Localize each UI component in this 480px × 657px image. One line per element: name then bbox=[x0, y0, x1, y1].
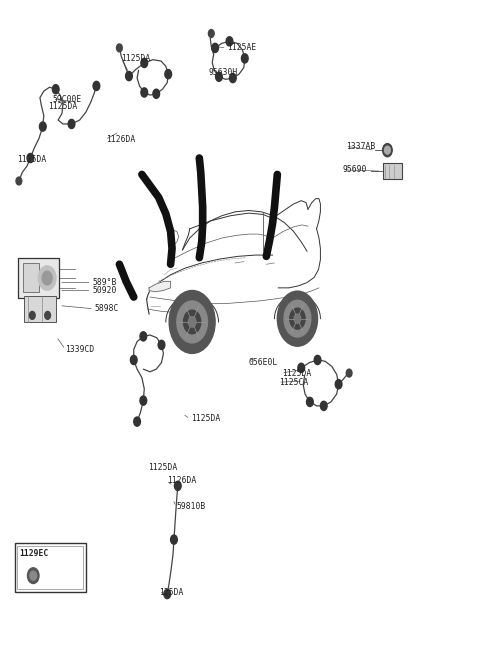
Text: 589°B: 589°B bbox=[93, 278, 117, 287]
Bar bbox=[24, 296, 56, 322]
Circle shape bbox=[131, 355, 137, 365]
Polygon shape bbox=[149, 281, 170, 292]
Circle shape bbox=[298, 363, 305, 373]
Text: 1339CD: 1339CD bbox=[65, 345, 95, 354]
Text: 1125DA: 1125DA bbox=[121, 54, 151, 63]
Circle shape bbox=[165, 70, 171, 79]
Bar bbox=[17, 546, 84, 589]
Circle shape bbox=[241, 54, 248, 63]
Circle shape bbox=[170, 535, 177, 544]
Text: 1129EC: 1129EC bbox=[19, 549, 48, 558]
Circle shape bbox=[314, 355, 321, 365]
Text: 95690: 95690 bbox=[343, 166, 367, 174]
Circle shape bbox=[346, 369, 352, 377]
Circle shape bbox=[158, 340, 165, 350]
Circle shape bbox=[208, 30, 214, 37]
Text: 1125DA: 1125DA bbox=[48, 102, 77, 112]
Text: 1125CA: 1125CA bbox=[279, 378, 309, 387]
Circle shape bbox=[30, 571, 36, 580]
Circle shape bbox=[141, 58, 148, 68]
Circle shape bbox=[140, 332, 147, 341]
Circle shape bbox=[216, 72, 222, 81]
Circle shape bbox=[27, 568, 39, 583]
Text: 95630H: 95630H bbox=[209, 68, 238, 78]
Circle shape bbox=[68, 120, 75, 129]
Text: 1125AE: 1125AE bbox=[227, 43, 256, 53]
Circle shape bbox=[212, 43, 218, 53]
Circle shape bbox=[39, 122, 46, 131]
Circle shape bbox=[277, 291, 318, 346]
Text: 1125DA: 1125DA bbox=[282, 369, 312, 378]
Text: 056E0L: 056E0L bbox=[249, 358, 278, 367]
Text: 1126DA: 1126DA bbox=[167, 476, 196, 485]
Circle shape bbox=[126, 72, 132, 81]
Circle shape bbox=[290, 308, 305, 329]
Text: 1125DA: 1125DA bbox=[191, 415, 220, 424]
Text: 1337AB: 1337AB bbox=[346, 142, 375, 150]
Text: 59C00E: 59C00E bbox=[52, 95, 82, 104]
Circle shape bbox=[29, 311, 35, 319]
Circle shape bbox=[177, 301, 207, 343]
Bar bbox=[23, 263, 39, 292]
Text: 1125DA: 1125DA bbox=[148, 463, 177, 472]
Text: 125DA: 125DA bbox=[158, 587, 183, 597]
Circle shape bbox=[183, 310, 201, 334]
Circle shape bbox=[384, 147, 390, 154]
Circle shape bbox=[117, 44, 122, 52]
Bar bbox=[383, 164, 402, 179]
Circle shape bbox=[284, 300, 311, 337]
Circle shape bbox=[188, 317, 196, 327]
Circle shape bbox=[164, 589, 170, 599]
Circle shape bbox=[45, 311, 50, 319]
Text: 1125DA: 1125DA bbox=[17, 155, 47, 164]
Circle shape bbox=[226, 37, 233, 46]
Circle shape bbox=[16, 177, 22, 185]
Text: 1126DA: 1126DA bbox=[106, 135, 135, 144]
Circle shape bbox=[140, 396, 147, 405]
Circle shape bbox=[383, 144, 392, 157]
Bar bbox=[15, 543, 86, 592]
Circle shape bbox=[42, 271, 52, 285]
Circle shape bbox=[294, 314, 301, 323]
Circle shape bbox=[229, 74, 236, 83]
Circle shape bbox=[27, 154, 34, 163]
Circle shape bbox=[169, 290, 215, 353]
Circle shape bbox=[174, 482, 181, 490]
Circle shape bbox=[38, 266, 56, 290]
Circle shape bbox=[153, 89, 159, 99]
Circle shape bbox=[134, 417, 141, 426]
Text: 5898C: 5898C bbox=[95, 304, 119, 313]
Text: 59810B: 59810B bbox=[177, 503, 206, 511]
FancyBboxPatch shape bbox=[18, 258, 59, 298]
Circle shape bbox=[93, 81, 100, 91]
Circle shape bbox=[321, 401, 327, 411]
Circle shape bbox=[141, 88, 148, 97]
Circle shape bbox=[335, 380, 342, 389]
Text: 50920: 50920 bbox=[93, 286, 117, 295]
Circle shape bbox=[52, 85, 59, 94]
Circle shape bbox=[307, 397, 313, 407]
